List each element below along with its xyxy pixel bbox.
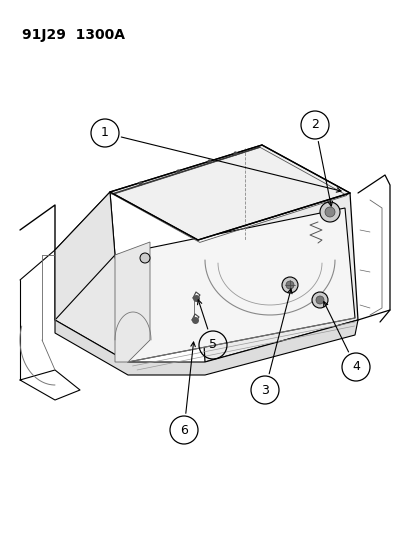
- Circle shape: [315, 296, 323, 304]
- Circle shape: [324, 207, 334, 217]
- Polygon shape: [55, 192, 128, 362]
- Text: 1: 1: [101, 126, 109, 140]
- Text: 5: 5: [209, 338, 216, 351]
- Polygon shape: [197, 193, 357, 362]
- Polygon shape: [110, 145, 349, 240]
- Polygon shape: [115, 242, 150, 362]
- Text: 3: 3: [261, 384, 268, 397]
- Circle shape: [311, 292, 327, 308]
- Text: 91J29  1300A: 91J29 1300A: [22, 28, 125, 42]
- Polygon shape: [115, 208, 354, 362]
- Polygon shape: [55, 192, 115, 320]
- Polygon shape: [55, 320, 357, 375]
- Text: 2: 2: [310, 118, 318, 132]
- Circle shape: [319, 202, 339, 222]
- Circle shape: [281, 277, 297, 293]
- Circle shape: [140, 253, 150, 263]
- Circle shape: [285, 281, 293, 289]
- Text: 6: 6: [180, 424, 188, 437]
- Text: 4: 4: [351, 360, 359, 374]
